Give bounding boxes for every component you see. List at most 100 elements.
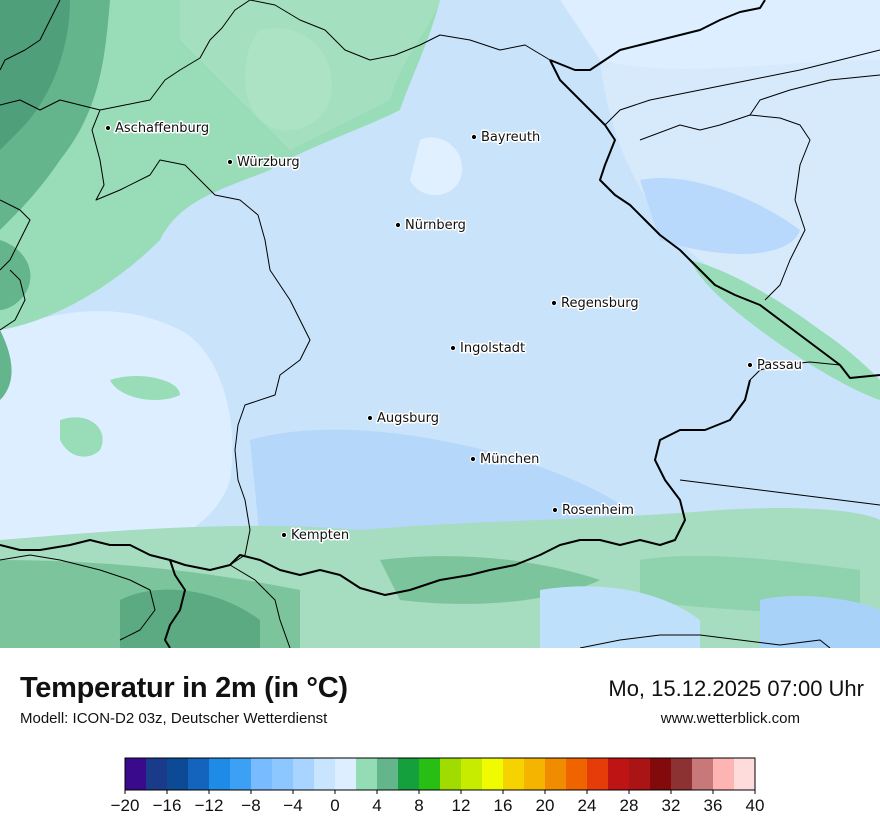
city-dot bbox=[280, 531, 288, 539]
legend-swatch bbox=[629, 758, 651, 790]
city-marker: Augsburg bbox=[366, 410, 441, 428]
city-label: Nürnberg bbox=[405, 218, 466, 233]
city-label: Rosenheim bbox=[562, 503, 634, 518]
legend-tick-label: −4 bbox=[283, 796, 302, 815]
city-markers: Aschaffenburg Würzburg Bayreuth Nürnberg Reg… bbox=[104, 120, 803, 545]
footer: Temperatur in 2m (in °C) Modell: ICON-D2… bbox=[0, 648, 880, 830]
city-label: Würzburg bbox=[237, 155, 300, 170]
city-marker: Passau bbox=[746, 357, 803, 375]
city-marker: München bbox=[469, 451, 541, 469]
legend-tick-label: 4 bbox=[372, 796, 381, 815]
legend-swatch bbox=[608, 758, 630, 790]
legend-swatch bbox=[272, 758, 294, 790]
neighbour-border bbox=[0, 199, 31, 271]
city-label: Aschaffenburg bbox=[115, 121, 209, 136]
state-border bbox=[91, 0, 311, 566]
city-marker: Nürnberg bbox=[394, 217, 467, 235]
legend-tick-label: −8 bbox=[241, 796, 260, 815]
city-dot bbox=[104, 124, 112, 132]
country-border-east-3 bbox=[749, 74, 880, 116]
city-label: Kempten bbox=[291, 528, 349, 543]
legend-swatch bbox=[251, 758, 273, 790]
legend-swatch bbox=[503, 758, 525, 790]
city-marker: Regensburg bbox=[550, 295, 640, 313]
legend-swatch bbox=[713, 758, 735, 790]
state-border-north bbox=[249, 0, 551, 61]
legend-tick-label: 24 bbox=[578, 796, 597, 815]
country-border-austria bbox=[0, 379, 751, 596]
city-label: Passau bbox=[757, 358, 802, 373]
legend-swatch bbox=[524, 758, 546, 790]
legend-swatch bbox=[587, 758, 609, 790]
legend-swatch bbox=[230, 758, 252, 790]
city-label: Ingolstadt bbox=[460, 341, 525, 356]
city-dot bbox=[449, 344, 457, 352]
legend-swatch bbox=[146, 758, 168, 790]
legend-swatch bbox=[209, 758, 231, 790]
legend-swatch bbox=[650, 758, 672, 790]
passau-border bbox=[749, 361, 841, 381]
legend-swatch bbox=[566, 758, 588, 790]
legend-tick-label: 8 bbox=[414, 796, 423, 815]
city-dot bbox=[394, 221, 402, 229]
temperature-fields bbox=[0, 0, 880, 648]
legend-tick-label: 12 bbox=[452, 796, 471, 815]
legend-swatch bbox=[293, 758, 315, 790]
city-label: Augsburg bbox=[377, 411, 439, 426]
neighbour-border-3 bbox=[0, 99, 101, 111]
legend-tick-label: 16 bbox=[494, 796, 513, 815]
country-border-czech bbox=[549, 59, 880, 379]
legend-tick-label: 36 bbox=[704, 796, 723, 815]
legend-swatch bbox=[482, 758, 504, 790]
legend-tick-label: −20 bbox=[111, 796, 140, 815]
country-border-east bbox=[639, 114, 811, 301]
legend-swatch bbox=[335, 758, 357, 790]
city-dot bbox=[366, 414, 374, 422]
legend-swatch bbox=[167, 758, 189, 790]
city-marker: Aschaffenburg bbox=[104, 120, 211, 138]
city-label: Regensburg bbox=[561, 296, 639, 311]
city-dot bbox=[551, 506, 559, 514]
forecast-datetime: Mo, 15.12.2025 07:00 Uhr bbox=[608, 676, 864, 701]
legend-tick-label: 32 bbox=[662, 796, 681, 815]
legend-swatch bbox=[671, 758, 693, 790]
legend-swatch bbox=[356, 758, 378, 790]
legend-swatch bbox=[125, 758, 147, 790]
city-marker: Ingolstadt bbox=[449, 340, 527, 358]
legend-swatch bbox=[734, 758, 756, 790]
city-dot bbox=[470, 133, 478, 141]
legend-swatch bbox=[461, 758, 483, 790]
city-label: München bbox=[480, 452, 539, 467]
borders bbox=[0, 0, 880, 648]
city-dot bbox=[226, 158, 234, 166]
austria-east-border bbox=[679, 479, 880, 506]
website-link[interactable]: www.wetterblick.com bbox=[660, 710, 800, 727]
legend-swatches bbox=[125, 758, 756, 790]
austria-inner-border bbox=[0, 554, 156, 641]
legend-frame bbox=[124, 757, 756, 791]
city-dot bbox=[550, 299, 558, 307]
country-border-east-2 bbox=[604, 49, 880, 126]
color-legend: −20 −16 −12 −8 −4 0 4 8 12 16 20 24 28 32 36 40 bbox=[111, 757, 764, 815]
city-label: Bayreuth bbox=[481, 130, 540, 145]
city-dot bbox=[746, 361, 754, 369]
legend-tick-label: 28 bbox=[620, 796, 639, 815]
temperature-map: Aschaffenburg Würzburg Bayreuth Nürnberg Reg… bbox=[0, 0, 880, 648]
legend-swatch bbox=[188, 758, 210, 790]
legend-swatch bbox=[419, 758, 441, 790]
legend-ticks: −20 −16 −12 −8 −4 0 4 8 12 16 20 24 28 32 36 40 bbox=[111, 790, 764, 815]
legend-swatch bbox=[377, 758, 399, 790]
model-info: Modell: ICON-D2 03z, Deutscher Wetterdie… bbox=[20, 710, 328, 727]
legend-swatch bbox=[692, 758, 714, 790]
country-border-austria-west bbox=[164, 559, 186, 648]
city-marker: Rosenheim bbox=[551, 502, 635, 520]
legend-swatch bbox=[314, 758, 336, 790]
page-title: Temperatur in 2m (in °C) bbox=[20, 672, 348, 704]
city-marker: Kempten bbox=[280, 527, 351, 545]
legend-swatch bbox=[545, 758, 567, 790]
city-dot bbox=[469, 455, 477, 463]
legend-swatch bbox=[398, 758, 420, 790]
legend-tick-label: −12 bbox=[195, 796, 224, 815]
austria-south-border bbox=[579, 634, 831, 648]
city-marker: Bayreuth bbox=[470, 129, 542, 147]
